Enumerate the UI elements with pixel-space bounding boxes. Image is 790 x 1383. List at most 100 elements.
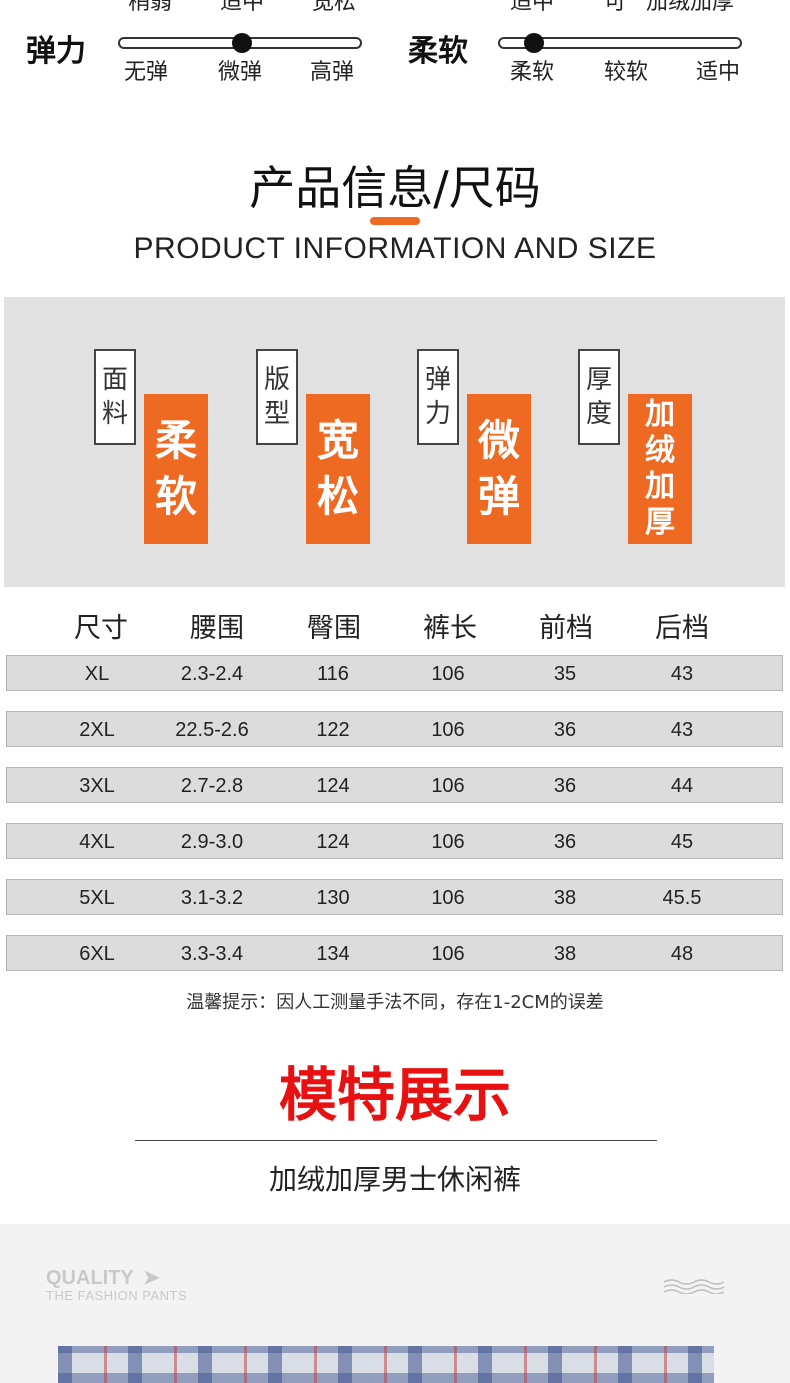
quality-subtitle: THE FASHION PANTS bbox=[46, 1288, 188, 1303]
size-header-length: 裤长 bbox=[423, 613, 477, 644]
table-cell: 38 bbox=[553, 943, 577, 965]
table-cell: 130 bbox=[316, 887, 350, 909]
attr-thickness-value-char: 加 bbox=[645, 397, 675, 432]
table-row bbox=[6, 711, 783, 747]
wave-icon bbox=[664, 1279, 724, 1294]
attr-stretch-value-char: 微 bbox=[477, 416, 520, 465]
table-row bbox=[6, 655, 783, 691]
model-photo bbox=[58, 1346, 714, 1383]
attr-thickness-value-char: 厚 bbox=[645, 505, 675, 540]
table-cell: 38 bbox=[553, 887, 577, 909]
attr-fabric-label-char: 料 bbox=[101, 399, 128, 429]
attr-thickness-label: 厚 度 bbox=[578, 349, 620, 445]
size-header-back-rise: 后档 bbox=[655, 613, 709, 644]
table-cell: 106 bbox=[431, 831, 465, 853]
top-cut-text-5: 可 bbox=[604, 0, 627, 15]
table-cell: 6XL bbox=[79, 943, 115, 965]
top-cut-text-3: 宽松 bbox=[312, 0, 357, 15]
size-header-hip: 臀围 bbox=[307, 613, 361, 644]
divider bbox=[135, 1140, 657, 1141]
attr-thickness-value-char: 绒 bbox=[645, 433, 675, 468]
size-header-front-rise: 前档 bbox=[539, 613, 593, 644]
top-cut-text-4: 适中 bbox=[510, 0, 555, 15]
softness-track bbox=[498, 37, 742, 49]
table-cell: 106 bbox=[431, 887, 465, 909]
attr-fit-label: 版 型 bbox=[256, 349, 298, 445]
elasticity-tick-slight: 微弹 bbox=[218, 60, 263, 85]
table-cell: 2.3-2.4 bbox=[180, 663, 244, 685]
table-cell: 3.1-3.2 bbox=[180, 887, 244, 909]
table-cell: 134 bbox=[316, 943, 350, 965]
top-cut-text-1: 稍弱 bbox=[128, 0, 173, 15]
table-cell: 43 bbox=[670, 719, 694, 741]
attr-stretch-label: 弹 力 bbox=[417, 349, 459, 445]
size-header-waist: 腰围 bbox=[190, 613, 244, 644]
table-cell: 36 bbox=[553, 831, 577, 853]
table-cell: 45.5 bbox=[662, 887, 702, 909]
table-cell: 22.5-2.6 bbox=[175, 719, 249, 741]
attr-thickness-value: 加 绒 加 厚 bbox=[628, 394, 692, 544]
table-cell: 5XL bbox=[79, 887, 115, 909]
quality-title-text: QUALITY bbox=[46, 1267, 134, 1289]
table-row bbox=[6, 767, 783, 803]
attr-fabric-label-char: 面 bbox=[101, 365, 128, 395]
table-cell: 2XL bbox=[79, 719, 115, 741]
attr-stretch-label-char: 力 bbox=[424, 399, 451, 429]
table-cell: 106 bbox=[431, 943, 465, 965]
table-cell: 4XL bbox=[79, 831, 115, 853]
attr-fabric-label: 面 料 bbox=[94, 349, 136, 445]
table-cell: 106 bbox=[431, 663, 465, 685]
table-cell: 48 bbox=[670, 943, 694, 965]
arrow-right-icon: ➤ bbox=[142, 1267, 160, 1289]
table-cell: 124 bbox=[316, 831, 350, 853]
measurement-note: 温馨提示：因人工测量手法不同，存在1-2CM的误差 bbox=[186, 992, 604, 1013]
table-cell: 116 bbox=[317, 663, 349, 685]
attr-fit-value-char: 宽 bbox=[316, 416, 359, 465]
title-underline-accent bbox=[370, 217, 420, 225]
elasticity-tick-high: 高弹 bbox=[310, 60, 355, 85]
attr-fit-label-char: 版 bbox=[263, 365, 290, 395]
table-cell: 2.7-2.8 bbox=[180, 775, 244, 797]
attr-fit-value-char: 松 bbox=[316, 472, 359, 521]
attr-fabric-value: 柔 软 bbox=[144, 394, 208, 544]
attr-thickness-label-char: 度 bbox=[585, 399, 612, 429]
softness-label: 柔软 bbox=[408, 34, 468, 69]
softness-tick-medium: 适中 bbox=[696, 60, 741, 85]
attr-fabric-value-char: 软 bbox=[154, 472, 197, 521]
attr-stretch-label-char: 弹 bbox=[424, 365, 451, 395]
table-cell: 124 bbox=[316, 775, 350, 797]
table-row bbox=[6, 935, 783, 971]
table-cell: 122 bbox=[316, 719, 350, 741]
table-cell: 44 bbox=[670, 775, 694, 797]
attr-thickness-label-char: 厚 bbox=[585, 365, 612, 395]
table-cell: 106 bbox=[431, 719, 465, 741]
attr-fit-value: 宽 松 bbox=[306, 394, 370, 544]
size-header-size: 尺寸 bbox=[74, 613, 128, 644]
attr-fit-label-char: 型 bbox=[263, 399, 290, 429]
top-cut-text-2: 适中 bbox=[220, 0, 265, 15]
table-cell: 45 bbox=[670, 831, 694, 853]
table-cell: 106 bbox=[431, 775, 465, 797]
table-row bbox=[6, 879, 783, 915]
product-subtitle: 加绒加厚男士休闲裤 bbox=[268, 1163, 521, 1196]
table-cell: 36 bbox=[553, 775, 577, 797]
attr-thickness-value-char: 加 bbox=[645, 469, 675, 504]
table-cell: 3XL bbox=[79, 775, 115, 797]
table-cell: 43 bbox=[670, 663, 694, 685]
softness-tick-soft: 柔软 bbox=[510, 60, 555, 85]
table-cell: 35 bbox=[553, 663, 577, 685]
table-cell: XL bbox=[84, 663, 110, 685]
elasticity-knob bbox=[232, 33, 252, 53]
attr-fabric-value-char: 柔 bbox=[154, 416, 197, 465]
table-cell: 2.9-3.0 bbox=[180, 831, 244, 853]
quality-title: QUALITY ➤ bbox=[46, 1265, 160, 1290]
softness-knob bbox=[524, 33, 544, 53]
section-title-en: PRODUCT INFORMATION AND SIZE bbox=[133, 232, 657, 265]
elasticity-label: 弹力 bbox=[26, 34, 86, 69]
elasticity-tick-none: 无弹 bbox=[124, 60, 169, 85]
table-cell: 3.3-3.4 bbox=[180, 943, 244, 965]
softness-tick-fairly-soft: 较软 bbox=[604, 60, 649, 85]
top-cut-text-6: 加绒加厚 bbox=[646, 0, 735, 15]
model-display-title: 模特展示 bbox=[278, 1061, 511, 1129]
table-cell: 36 bbox=[553, 719, 577, 741]
